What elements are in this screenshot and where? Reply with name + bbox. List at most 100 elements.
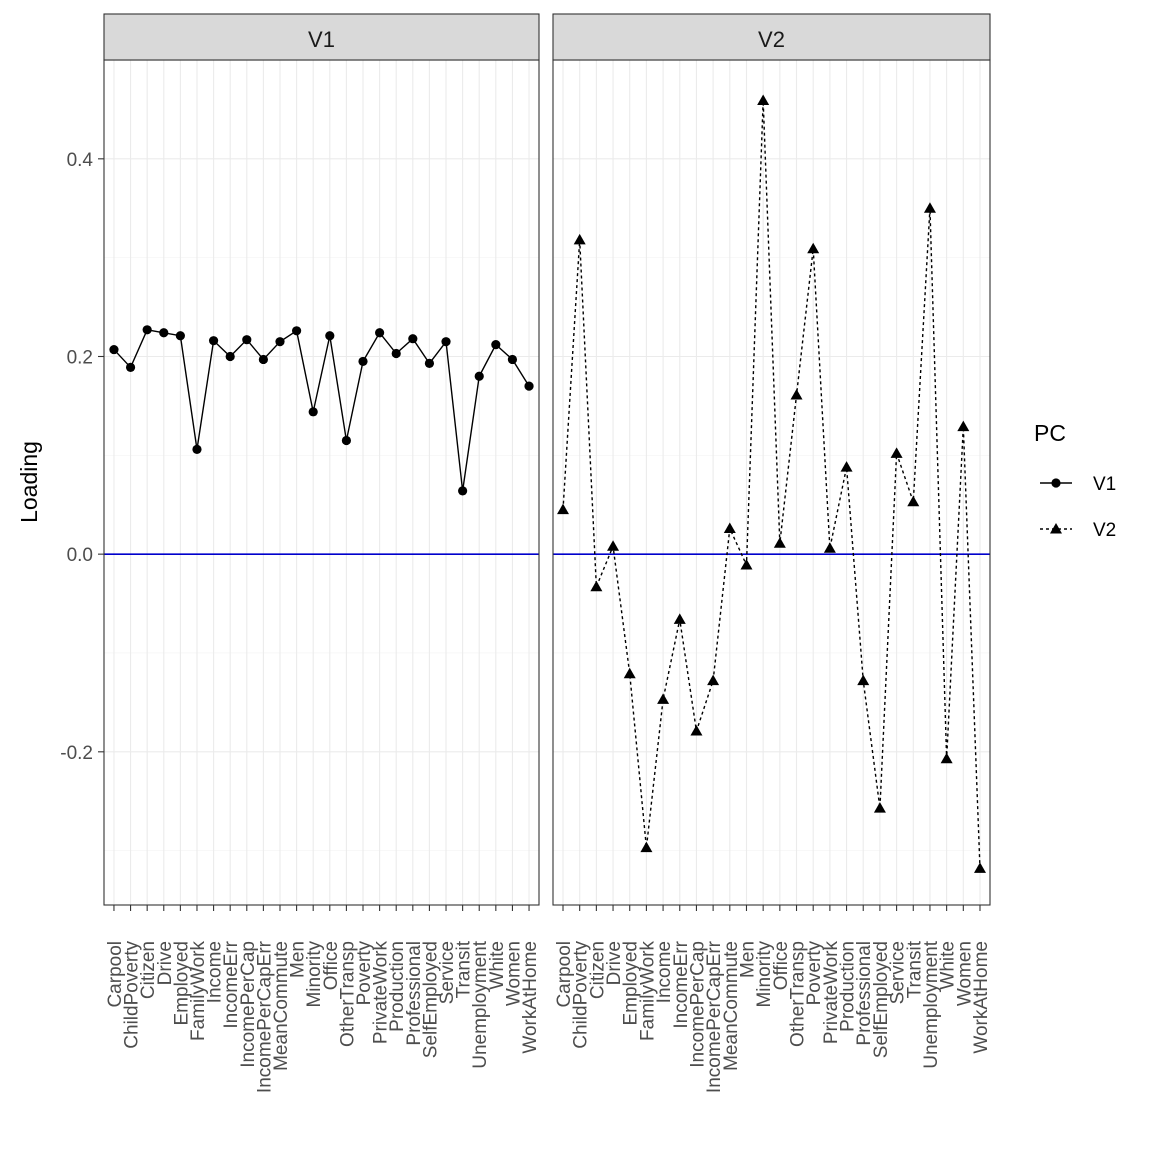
panel-background — [553, 60, 990, 905]
point-minority — [757, 94, 770, 106]
x-tick-label: OtherTransp — [337, 941, 358, 1047]
legend: PC V1 V2 — [1034, 420, 1116, 541]
point-carpool — [557, 503, 570, 515]
legend-entries: V1 V2 — [1040, 474, 1116, 541]
legend-marker — [1051, 478, 1061, 488]
point-office — [773, 537, 786, 548]
point-familywork — [640, 841, 653, 853]
point-professional — [857, 674, 870, 686]
point-white — [940, 752, 953, 764]
x-tick-label: Professional — [854, 941, 875, 1046]
y-tick-label: -0.2 — [60, 743, 93, 764]
point-men — [740, 559, 753, 570]
legend-title: PC — [1034, 420, 1066, 446]
x-tick-label: MeanCommute — [271, 941, 292, 1071]
point-professional — [408, 334, 418, 344]
point-production — [391, 348, 401, 359]
point-drive — [159, 328, 169, 338]
point-poverty — [807, 242, 820, 254]
x-tick-label: PrivateWork — [371, 941, 392, 1045]
facet-strip — [103, 13, 540, 61]
panel-background — [104, 60, 539, 905]
x-tick-label: Women — [503, 941, 524, 1006]
x-tick-label: IncomePerCapErr — [704, 940, 725, 1093]
x-tick-label: Citizen — [138, 941, 159, 999]
x-tick-label: Drive — [604, 941, 625, 985]
x-tick-label: Poverty — [354, 941, 375, 1006]
point-incomeerr — [225, 351, 235, 362]
x-tick-label: IncomePerCapErr — [254, 940, 275, 1093]
x-tick-label: Production — [838, 941, 859, 1032]
x-tick-label: WorkAtHome — [520, 941, 541, 1054]
point-selfemployed — [873, 802, 886, 813]
x-tick-label: White — [487, 941, 508, 990]
point-privatework — [375, 328, 385, 338]
point-transit — [458, 486, 468, 496]
y-tick-label: 0.2 — [67, 347, 93, 368]
facet-strip-label: V1 — [308, 27, 335, 52]
point-women — [507, 354, 518, 365]
legend-label: V2 — [1093, 520, 1116, 541]
x-tick-label: Minority — [754, 941, 775, 1008]
point-selfemployed — [424, 358, 435, 369]
x-tick-label: Professional — [404, 941, 425, 1046]
point-workathome — [973, 862, 986, 873]
point-service — [441, 337, 451, 347]
x-tick-label: WorkAtHome — [971, 941, 992, 1054]
x-tick-label: Income — [654, 941, 675, 1003]
legend-entry-v1: V1 — [1040, 474, 1116, 495]
x-tick-label: Office — [771, 941, 792, 990]
x-tick-label: Drive — [155, 941, 176, 985]
x-tick-label: White — [938, 941, 959, 990]
x-tick-label: MeanCommute — [721, 941, 742, 1071]
point-childpoverty — [125, 362, 136, 372]
x-tick-label: Unemployment — [921, 940, 942, 1068]
point-workathome — [524, 381, 534, 391]
series-line-v1 — [113, 329, 530, 492]
x-tick-label: Service — [888, 941, 909, 1004]
point-unemployment — [923, 202, 936, 213]
point-employed — [175, 331, 185, 341]
point-income — [657, 693, 670, 704]
x-tick-label: IncomeErr — [671, 940, 692, 1028]
x-tick-label: Minority — [304, 941, 325, 1008]
point-incomepercap — [242, 335, 252, 345]
point-drive — [607, 540, 620, 551]
point-white — [491, 340, 501, 350]
x-tick-label: Unemployment — [470, 940, 491, 1068]
point-men — [291, 326, 302, 336]
point-production — [840, 461, 853, 472]
point-privatework — [823, 542, 836, 553]
x-tick-label: Women — [954, 941, 975, 1006]
x-tick-label: IncomePerCap — [238, 941, 259, 1068]
x-tick-label: FamilyWork — [188, 941, 209, 1041]
x-tick-label: Poverty — [804, 941, 825, 1006]
point-meancommute — [723, 522, 736, 533]
x-tick-label: PrivateWork — [821, 941, 842, 1045]
x-tick-label: Service — [437, 941, 458, 1004]
x-tick-label: Transit — [904, 940, 925, 998]
point-women — [957, 420, 970, 432]
point-childpoverty — [573, 233, 586, 245]
panel-v1: V1 — [103, 13, 540, 906]
point-service — [890, 447, 903, 458]
legend-marker — [1050, 523, 1062, 534]
x-tick-label: Carpool — [105, 941, 126, 1008]
legend-entry-v2: V2 — [1040, 520, 1116, 541]
facet-strip — [552, 13, 991, 61]
point-incomepercaperr — [707, 674, 720, 686]
point-incomepercaperr — [258, 354, 268, 365]
x-tick-label: Transit — [454, 940, 475, 998]
panels: V1 V2 — [103, 13, 991, 906]
legend-label: V1 — [1093, 474, 1116, 495]
point-citizen — [142, 325, 152, 335]
x-tick-label: FamilyWork — [637, 941, 658, 1041]
y-tick-label: 0.4 — [67, 150, 94, 171]
facet-strip-label: V2 — [758, 27, 785, 52]
x-tick-label: OtherTransp — [788, 941, 809, 1047]
x-tick-label: SelfEmployed — [871, 941, 892, 1058]
series-line-v2 — [562, 100, 981, 869]
axes: CarpoolChildPovertyCitizenDriveEmployedF… — [60, 150, 992, 1093]
point-transit — [907, 495, 920, 507]
